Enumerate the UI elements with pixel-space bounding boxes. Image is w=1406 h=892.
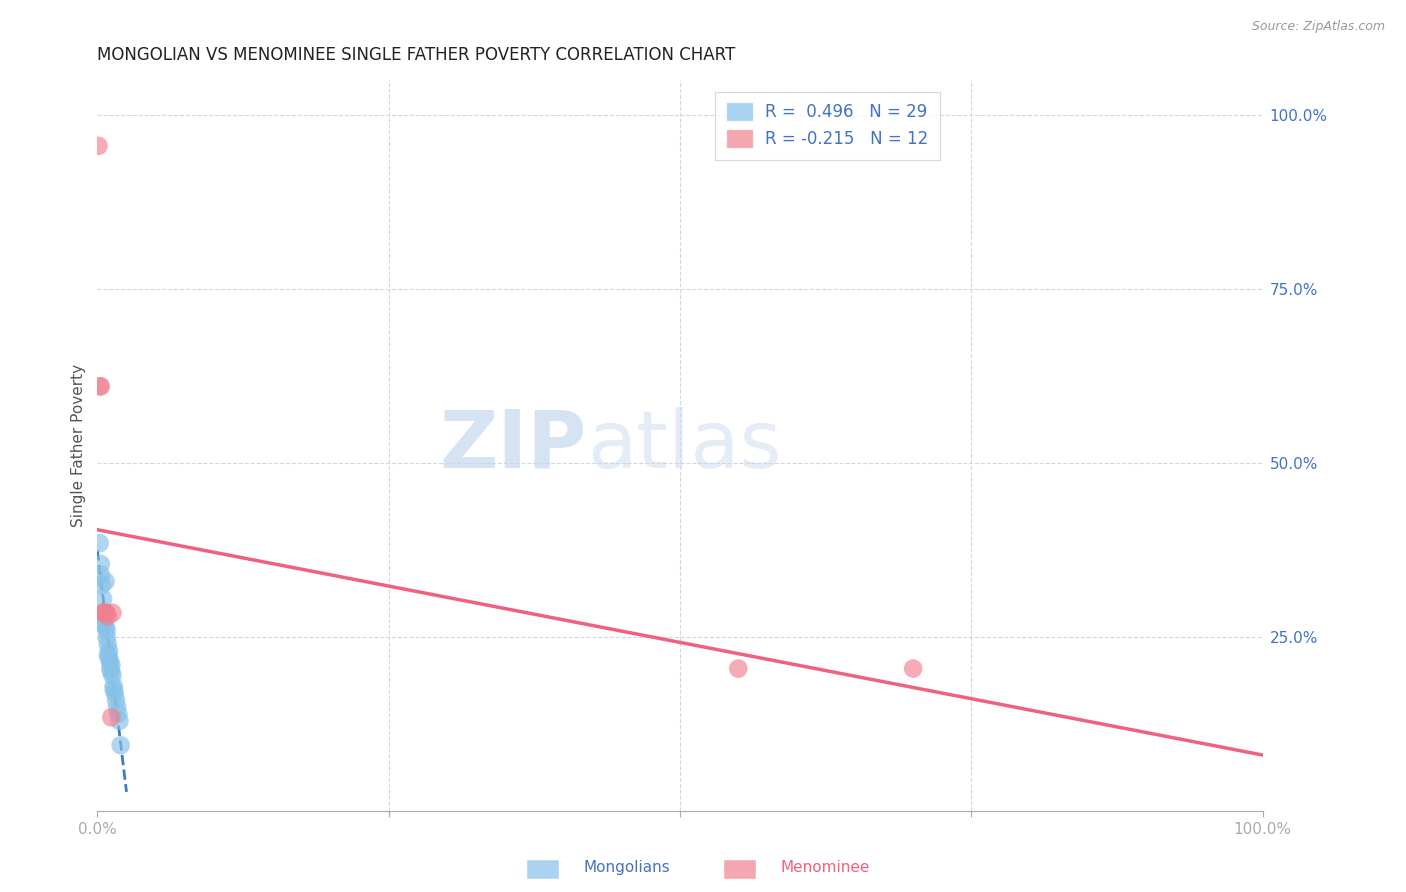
Point	[94, 574, 117, 589]
Legend: R =  0.496   N = 29, R = -0.215   N = 12: R = 0.496 N = 29, R = -0.215 N = 12	[714, 92, 939, 160]
Point	[91, 578, 114, 592]
Y-axis label: Single Father Poverty: Single Father Poverty	[72, 364, 86, 527]
Point	[98, 651, 121, 665]
Point	[727, 662, 749, 676]
Point	[94, 620, 117, 634]
Point	[103, 679, 125, 693]
Point	[91, 591, 114, 606]
Point	[94, 606, 117, 620]
Point	[901, 662, 924, 676]
Point	[104, 686, 127, 700]
Point	[101, 606, 124, 620]
Point	[96, 624, 118, 638]
Point	[105, 693, 128, 707]
Text: Mongolians: Mongolians	[583, 861, 671, 875]
Point	[98, 662, 121, 676]
Point	[89, 379, 111, 393]
Text: Menominee: Menominee	[780, 861, 870, 875]
Point	[100, 665, 122, 679]
Point	[100, 658, 122, 673]
Point	[89, 536, 111, 550]
Point	[90, 557, 112, 571]
Point	[108, 714, 131, 728]
Point	[90, 567, 112, 582]
Text: Source: ZipAtlas.com: Source: ZipAtlas.com	[1251, 20, 1385, 33]
Point	[96, 630, 118, 644]
Point	[98, 644, 121, 658]
Point	[91, 606, 114, 620]
Point	[98, 655, 121, 669]
Point	[97, 609, 120, 624]
Point	[101, 668, 124, 682]
Text: MONGOLIAN VS MENOMINEE SINGLE FATHER POVERTY CORRELATION CHART: MONGOLIAN VS MENOMINEE SINGLE FATHER POV…	[97, 46, 735, 64]
Point	[97, 637, 120, 651]
Point	[103, 682, 125, 697]
Text: atlas: atlas	[586, 407, 782, 484]
Point	[105, 699, 128, 714]
Point	[96, 606, 118, 620]
Point	[93, 606, 115, 620]
Point	[100, 710, 122, 724]
Point	[91, 616, 114, 631]
Point	[107, 706, 129, 721]
Text: ZIP: ZIP	[440, 407, 586, 484]
Point	[97, 648, 120, 662]
Point	[93, 606, 115, 620]
Point	[87, 139, 110, 153]
Point	[93, 609, 115, 624]
Point	[110, 738, 132, 752]
Point	[90, 379, 112, 393]
